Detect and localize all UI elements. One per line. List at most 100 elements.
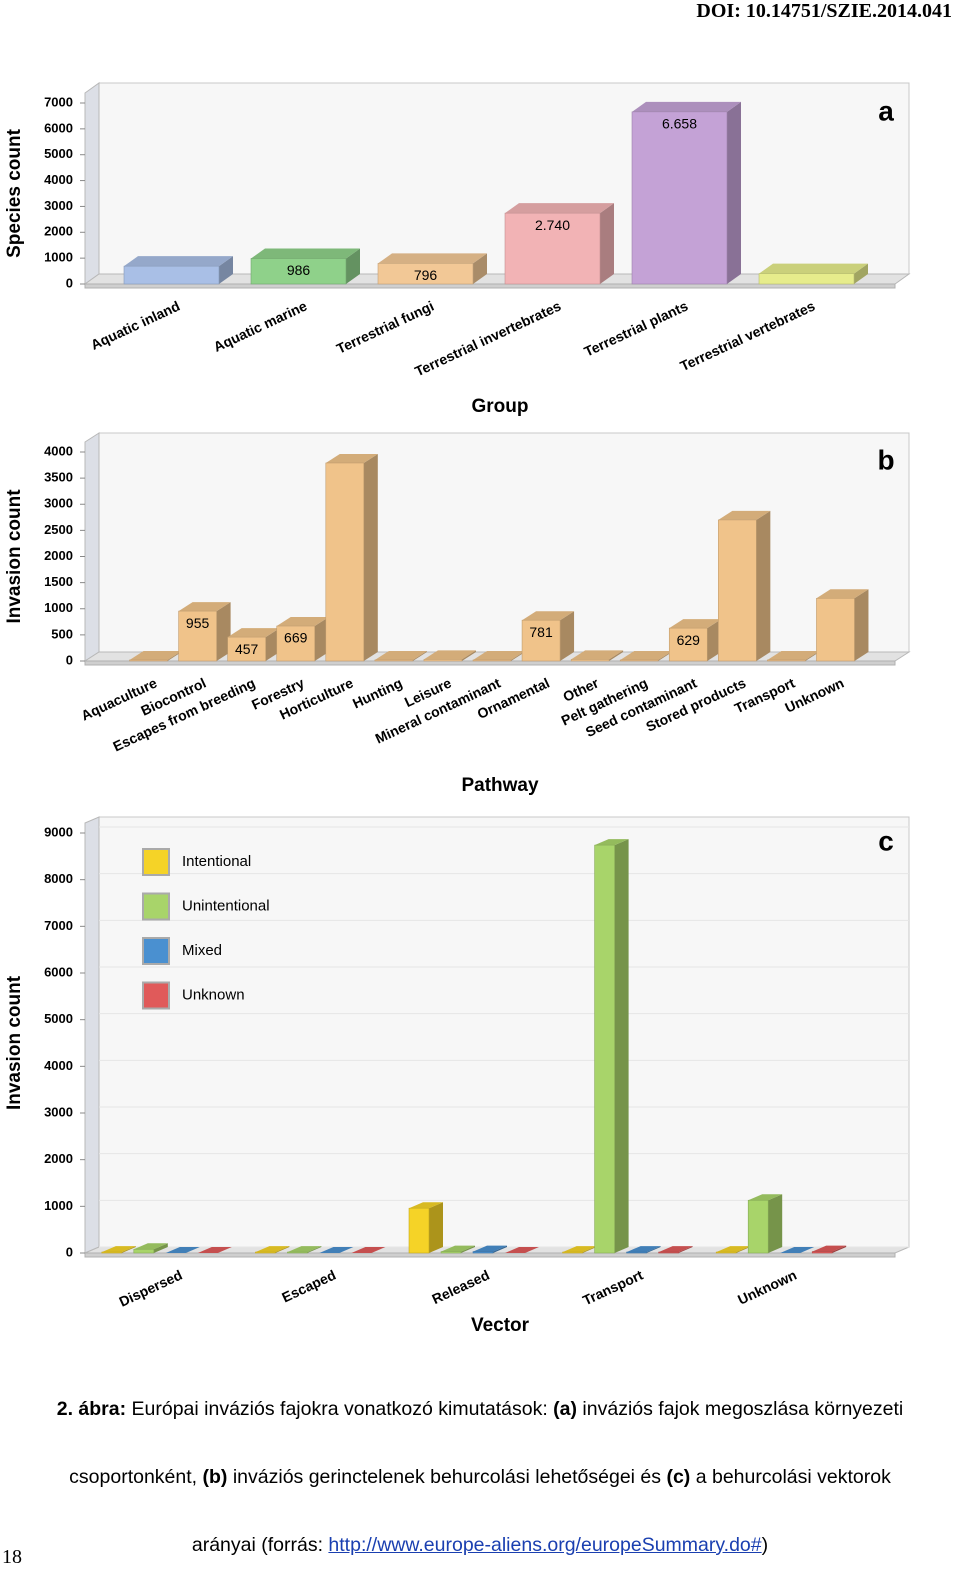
bar-side [153,1243,168,1253]
bar [374,659,414,662]
side-wall [84,816,100,1254]
bar [631,111,728,285]
y-tick-label: 2500 [44,522,73,537]
bar-top [767,650,820,660]
y-tick-label: 1000 [44,600,73,615]
legend-swatch [142,981,170,1010]
bar-side [275,1246,290,1253]
bar-top [716,1246,751,1253]
bar [423,659,463,662]
bar [276,625,316,662]
y-tick-label: 7000 [44,94,73,109]
bar [408,1207,430,1254]
bar-side [121,1246,136,1253]
bar [816,597,855,662]
bar [747,1199,769,1254]
value-label: 457 [235,641,259,657]
bar-side [805,650,820,661]
bar-side [600,203,614,284]
x-tick-label: Aquatic marine [211,297,310,354]
value-label: 986 [287,262,311,278]
bar-top [374,650,427,660]
bar-side [265,628,280,661]
bar [472,1251,494,1254]
y-tick-label: 5000 [44,146,73,161]
y-tick-label: 4000 [44,443,73,458]
x-tick-label: Terrestrial vertebrates [677,297,817,374]
x-tick-label: Transport [580,1266,646,1308]
bar-top [658,1246,693,1253]
bar-top [473,1245,507,1252]
bar [377,263,474,285]
source-link[interactable]: http://www.europe-aliens.org/europeSumma… [328,1534,762,1556]
bar-top [133,1243,168,1250]
caption-text: inváziós gerinctelenek behurcolási lehet… [227,1466,667,1488]
bar [250,258,347,285]
bar-top [319,1247,354,1253]
bar-side [854,589,869,661]
caption: 2. ábra: Európai inváziós fajokra vonatk… [0,1358,960,1596]
caption-text: a behurcolási vektorok [690,1466,891,1488]
side-wall [84,432,100,662]
bar-side [429,1202,443,1253]
bar-top [594,839,629,846]
legend-label: Unintentional [182,897,270,914]
panel-letter: c [878,825,894,856]
bar-side [461,1245,475,1253]
caption-line: 2. ábra: Európai inváziós fajokra vonatk… [0,1392,960,1426]
y-tick-label: 6000 [44,120,73,135]
bar-side [412,650,427,661]
bar-top [165,1247,200,1253]
bar-top [227,628,280,638]
bar-side [768,1194,783,1253]
y-tick-label: 0 [66,275,73,290]
bar-top [251,248,360,259]
bar-top [409,1202,443,1209]
y-tick-label: 1500 [44,574,73,589]
y-tick-label: 3000 [44,198,73,213]
bar-side [346,248,360,284]
y-tick-label: 1000 [44,1198,73,1213]
y-tick-label: 1000 [44,250,73,265]
bar-side [832,1245,847,1253]
value-label: 955 [186,615,210,631]
bar [811,1251,833,1254]
x-axis-title: Group [472,396,529,417]
bar [227,636,266,662]
bar-top [669,619,722,629]
floor-edge [84,660,896,666]
bar-side [614,839,629,1253]
bar [133,1248,155,1254]
bar-top [441,1245,475,1252]
bar [626,1251,647,1254]
bar [129,659,168,662]
y-tick-label: 5000 [44,1011,73,1026]
x-tick-label: Unknown [735,1267,799,1308]
bar [440,1251,462,1254]
bar-side [582,1246,597,1253]
value-label: 669 [284,630,308,646]
floor-edge [84,1252,896,1258]
x-tick-label: Terrestrial plants [582,297,691,359]
bar-top [378,253,487,264]
caption-bold: 2. ábra: [56,1398,127,1420]
bar [325,462,365,662]
back-wall [98,82,910,275]
value-label: 6.658 [662,116,697,132]
bar [718,519,757,662]
bar-top [255,1246,290,1253]
bar-side [678,1246,693,1253]
back-wall [98,816,910,1248]
value-label: 781 [529,624,553,640]
bar [101,1251,123,1254]
bar-top [562,1246,597,1253]
bar-side [736,1246,751,1253]
y-tick-label: 8000 [44,871,73,886]
bar [255,1251,276,1254]
bar-top [626,1246,661,1253]
bar-top [124,256,233,267]
bar [178,610,217,662]
x-tick-label: Aquatic inland [88,298,182,353]
x-tick-label: Released [429,1267,491,1307]
bar-top [178,602,231,612]
